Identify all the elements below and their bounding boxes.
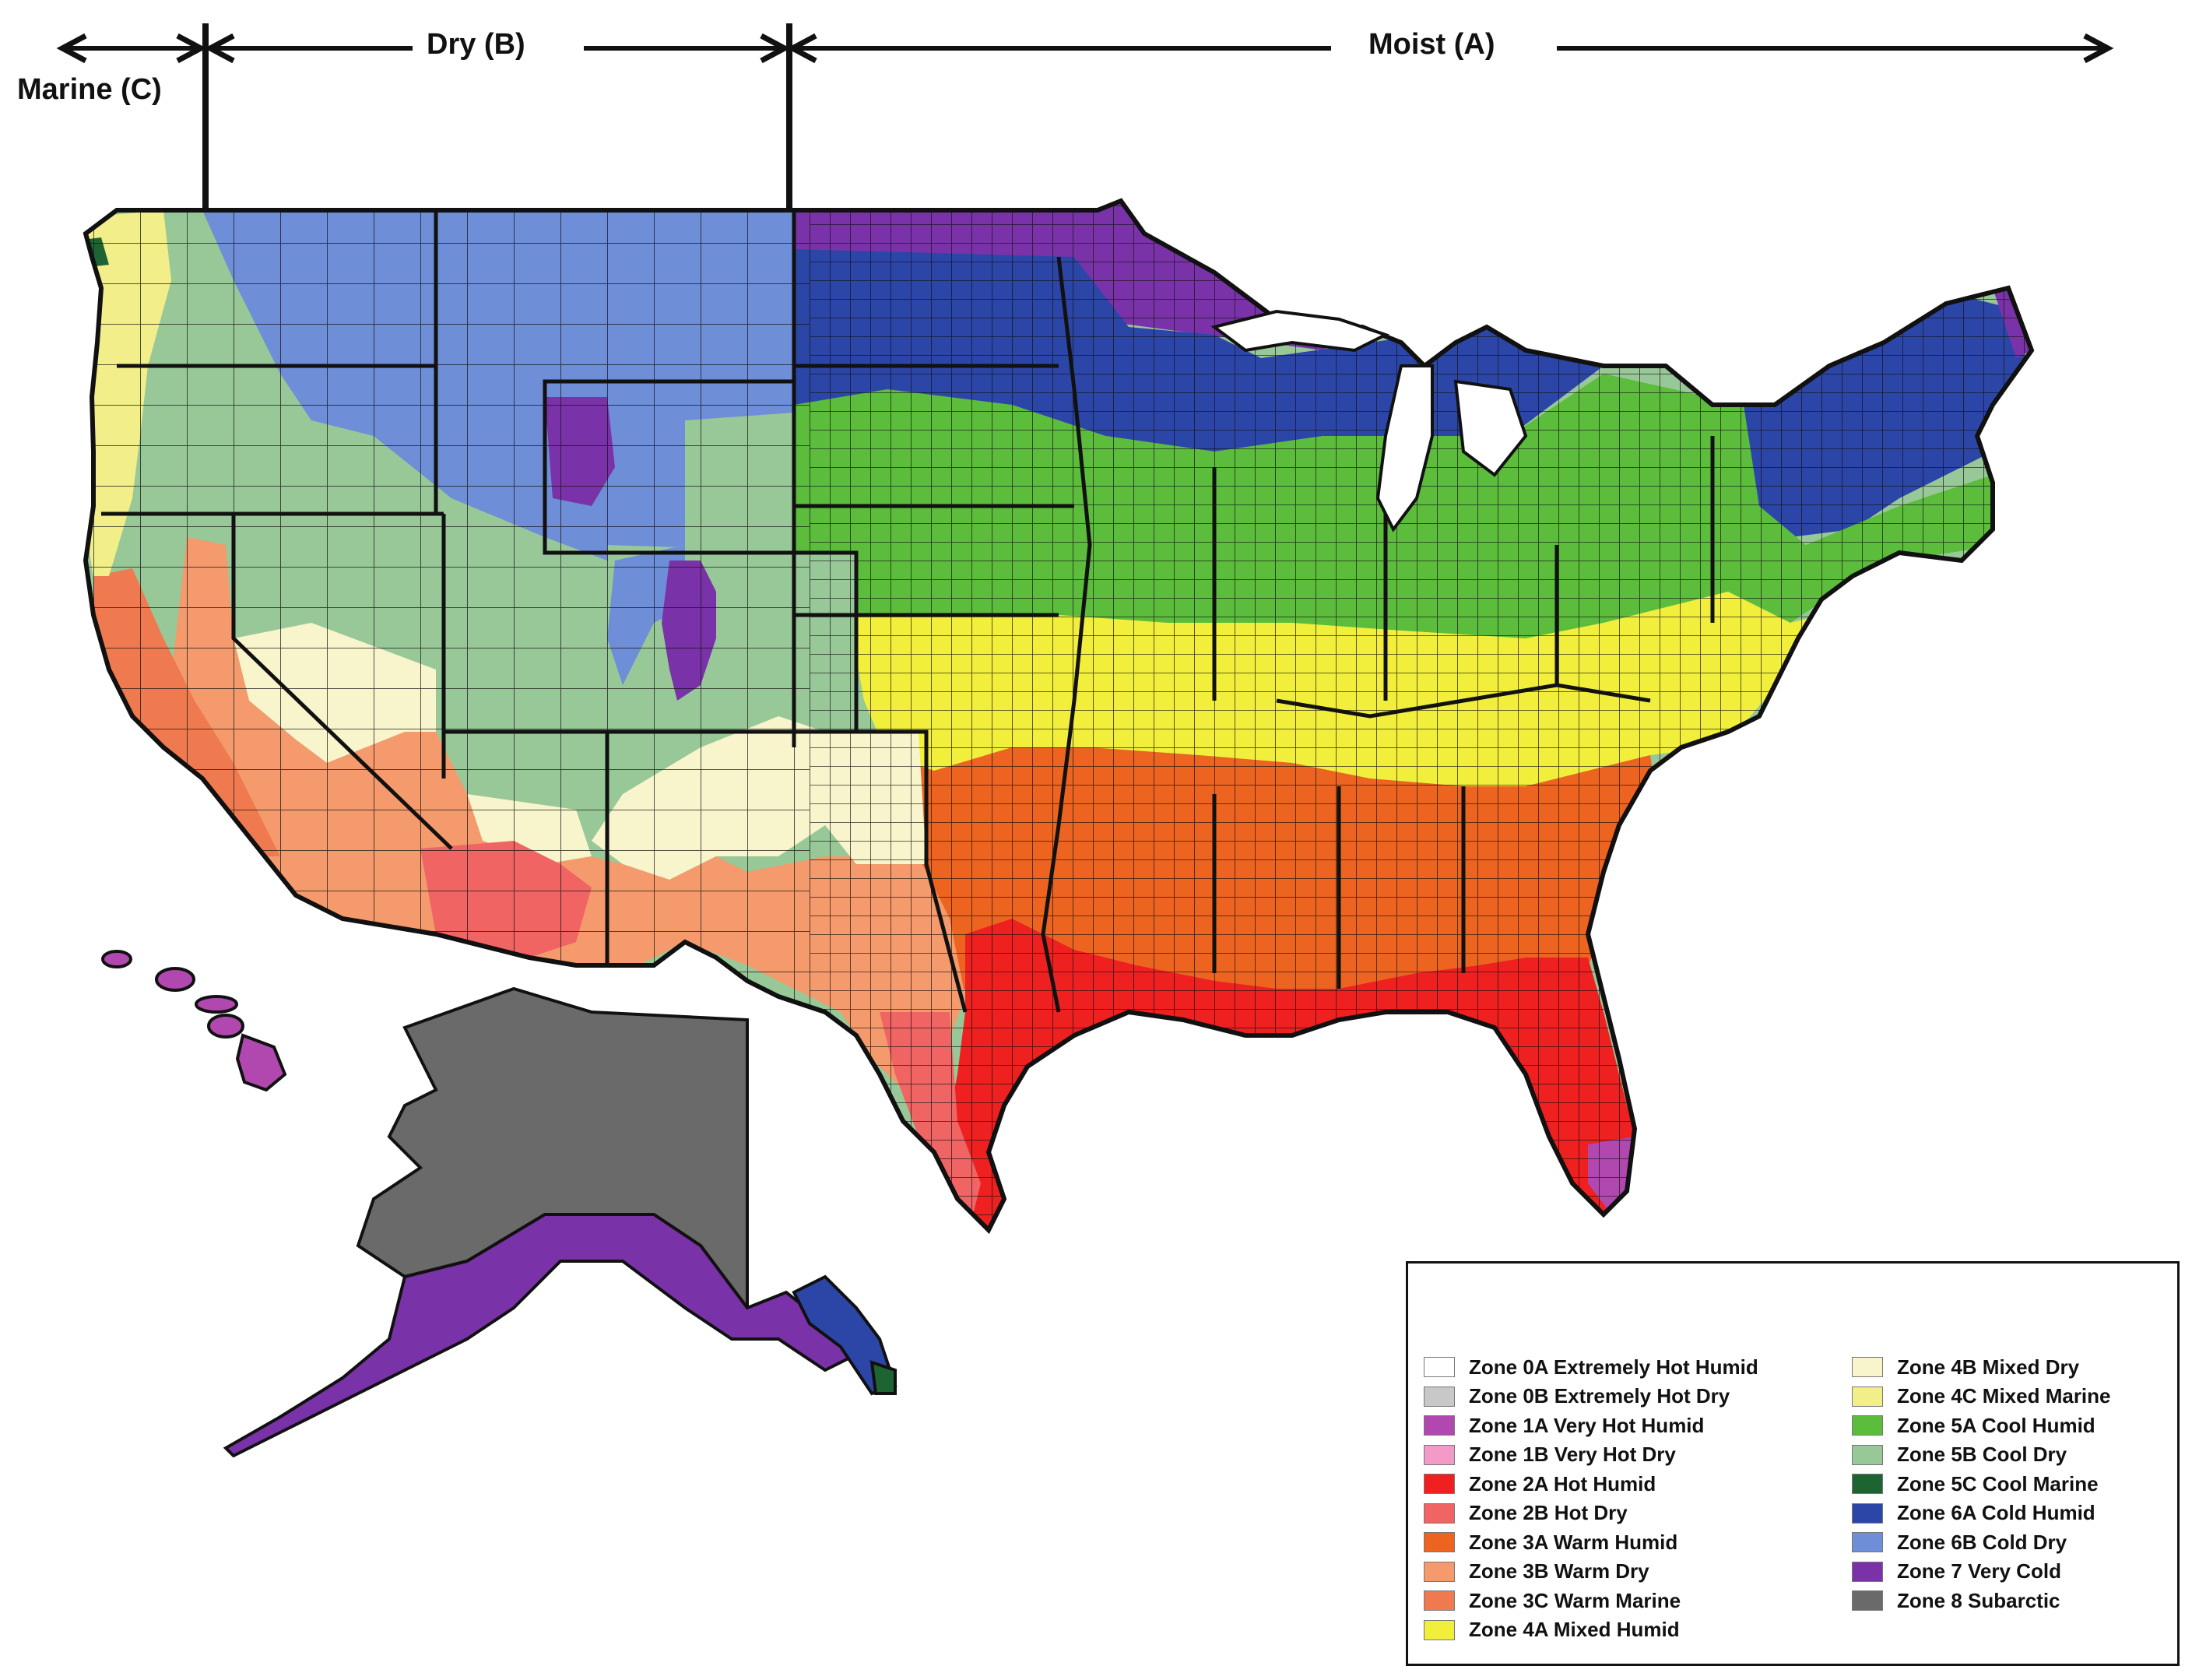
legend-item-5c: Zone 5C Cool Marine — [1852, 1472, 2099, 1495]
lake-huron — [1453, 379, 1528, 477]
dry-zone-label: Dry (B) — [420, 28, 532, 62]
header-arrowhead — [56, 33, 87, 64]
legend-swatch — [1852, 1590, 1883, 1611]
alaska — [223, 986, 898, 1458]
border-plains — [794, 364, 1074, 617]
header-arrowhead — [204, 33, 235, 64]
legend-item-4a: Zone 4A Mixed Humid — [1424, 1618, 1680, 1642]
hawaii-niihau — [101, 950, 132, 968]
header-arrows — [56, 23, 2114, 210]
legend-swatch — [1424, 1503, 1455, 1524]
legend-label: Zone 2A Hot Humid — [1469, 1471, 1656, 1495]
legend-label: Zone 8 Subarctic — [1897, 1588, 2060, 1612]
border-miss-river — [1041, 256, 1092, 1013]
legend-swatch — [1424, 1357, 1455, 1377]
hawaii-oahu — [155, 967, 195, 992]
legend-swatch — [1424, 1532, 1455, 1552]
legend-item-6a: Zone 6A Cold Humid — [1852, 1501, 2095, 1525]
legend-item-8: Zone 8 Subarctic — [1852, 1589, 2060, 1612]
legend-label: Zone 6B Cold Dry — [1897, 1530, 2067, 1554]
alaska-zone-7 — [223, 1213, 859, 1458]
legend-item-4b: Zone 4B Mixed Dry — [1852, 1355, 2079, 1379]
legend-swatch — [1424, 1561, 1455, 1582]
legend-label: Zone 3B Warm Dry — [1469, 1559, 1649, 1583]
hawaii-big-island — [235, 1033, 287, 1092]
border-south — [1212, 786, 1466, 989]
legend-label: Zone 2B Hot Dry — [1469, 1501, 1628, 1524]
legend-label: Zone 3C Warm Marine — [1469, 1588, 1681, 1612]
legend: Zone 0A Extremely Hot Humid Zone 0B Extre… — [1406, 1261, 2180, 1666]
legend-swatch — [1424, 1415, 1455, 1436]
legend-label: Zone 0B Extremely Hot Dry — [1469, 1384, 1730, 1408]
great-lakes — [1210, 309, 1528, 532]
legend-item-5a: Zone 5A Cool Humid — [1852, 1414, 2095, 1437]
legend-swatch — [1852, 1561, 1883, 1582]
legend-label: Zone 1A Very Hot Humid — [1469, 1413, 1705, 1437]
legend-item-1b: Zone 1B Very Hot Dry — [1424, 1443, 1676, 1467]
lake-michigan — [1375, 364, 1434, 532]
legend-item-0b: Zone 0B Extremely Hot Dry — [1424, 1384, 1730, 1408]
legend-item-3a: Zone 3A Warm Humid — [1424, 1531, 1677, 1554]
legend-label: Zone 7 Very Cold — [1897, 1559, 2061, 1583]
legend-label: Zone 0A Extremely Hot Humid — [1469, 1355, 1758, 1379]
border-tx — [825, 729, 968, 1013]
hawaii-islands — [101, 950, 287, 1092]
legend-swatch — [1852, 1532, 1883, 1552]
legend-item-1a: Zone 1A Very Hot Humid — [1424, 1414, 1704, 1437]
hawaii-maui — [207, 1014, 244, 1039]
legend-swatch — [1424, 1444, 1455, 1465]
legend-swatch — [1424, 1619, 1455, 1640]
border-ca-nv — [231, 514, 453, 850]
legend-swatch — [1852, 1444, 1883, 1465]
legend-item-3b: Zone 3B Warm Dry — [1424, 1559, 1649, 1583]
hawaii-molokai — [195, 995, 238, 1014]
legend-label: Zone 4A Mixed Humid — [1469, 1618, 1680, 1641]
border-ohio-river — [1276, 683, 1651, 719]
legend-swatch — [1852, 1357, 1883, 1377]
legend-swatch — [1852, 1386, 1883, 1407]
marine-zone-label: Marine (C) — [11, 73, 168, 107]
legend-item-4c: Zone 4C Mixed Marine — [1852, 1384, 2111, 1408]
legend-item-2a: Zone 2A Hot Humid — [1424, 1472, 1656, 1495]
legend-item-7: Zone 7 Very Cold — [1852, 1559, 2061, 1583]
legend-label: Zone 1B Very Hot Dry — [1469, 1443, 1676, 1466]
legend-swatch — [1424, 1590, 1455, 1611]
header-arrowhead — [760, 33, 791, 64]
legend-label: Zone 3A Warm Humid — [1469, 1530, 1678, 1554]
legend-label: Zone 5B Cool Dry — [1897, 1443, 2067, 1466]
header-arrowhead — [2083, 33, 2114, 64]
lake-superior — [1210, 309, 1390, 353]
legend-label: Zone 4C Mixed Marine — [1897, 1384, 2111, 1408]
legend-swatch — [1852, 1415, 1883, 1436]
legend-item-5b: Zone 5B Cool Dry — [1852, 1443, 2067, 1467]
legend-item-3c: Zone 3C Warm Marine — [1424, 1589, 1681, 1612]
state-borders — [101, 210, 1715, 1013]
county-mesh-west — [86, 201, 810, 1230]
alaska-southeast-tip — [869, 1360, 897, 1395]
legend-item-2b: Zone 2B Hot Dry — [1424, 1501, 1628, 1525]
border-co — [615, 550, 859, 732]
legend-swatch — [1852, 1503, 1883, 1524]
legend-item-0a: Zone 0A Extremely Hot Humid — [1424, 1355, 1758, 1379]
legend-swatch — [1852, 1474, 1883, 1494]
legend-swatch — [1424, 1474, 1455, 1494]
header-arrowhead — [176, 33, 207, 64]
legend-label: Zone 5C Cool Marine — [1897, 1471, 2099, 1495]
legend-swatch — [1424, 1386, 1455, 1407]
legend-label: Zone 6A Cold Humid — [1897, 1501, 2095, 1524]
moist-zone-label: Moist (A) — [1362, 28, 1502, 62]
legend-item-6b: Zone 6B Cold Dry — [1852, 1531, 2067, 1554]
legend-label: Zone 4B Mixed Dry — [1897, 1355, 2080, 1379]
legend-label: Zone 5A Cool Humid — [1897, 1413, 2095, 1437]
border-north-east — [1212, 436, 1715, 701]
